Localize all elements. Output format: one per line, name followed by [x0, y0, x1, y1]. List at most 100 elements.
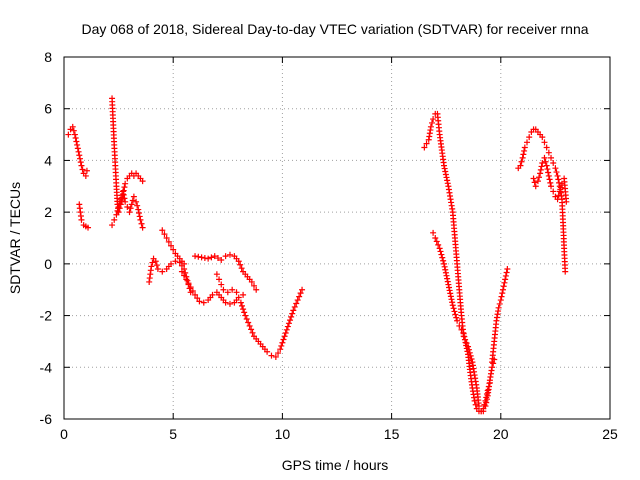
data-point [555, 192, 562, 199]
data-point [503, 269, 510, 276]
data-point [114, 207, 121, 214]
data-point [168, 260, 175, 267]
data-point [421, 144, 428, 151]
data-point [216, 276, 223, 283]
data-point [281, 333, 288, 340]
data-point [502, 272, 509, 279]
grid [64, 57, 610, 419]
data-point [443, 272, 450, 279]
data-point [291, 303, 298, 310]
data-point [471, 397, 478, 404]
data-point [553, 169, 560, 176]
data-point [65, 131, 72, 138]
data-point [201, 255, 208, 262]
data-point [139, 224, 146, 231]
x-tick-label: 0 [60, 426, 68, 442]
data-point [490, 360, 497, 367]
data-point [238, 265, 245, 272]
data-point [442, 168, 449, 175]
data-point [278, 342, 285, 349]
y-tick-label: -2 [40, 308, 53, 324]
axis-ticks: 0 5 10 15 20 25 -6 -4 -2 0 2 4 6 8 [40, 49, 618, 442]
data-point [484, 387, 491, 394]
data-point [548, 183, 555, 190]
data-point [444, 278, 451, 285]
data-point [133, 198, 140, 205]
data-point [253, 286, 260, 293]
data-point [446, 284, 453, 291]
data-point [159, 268, 166, 275]
data-point [447, 293, 454, 300]
data-point [77, 159, 84, 166]
data-point [446, 287, 453, 294]
data-point [283, 326, 290, 333]
data-point [195, 253, 202, 260]
data-point [500, 283, 507, 290]
data-point [165, 238, 172, 245]
x-tick-label: 5 [169, 426, 177, 442]
data-point [282, 330, 289, 337]
data-point [531, 179, 538, 186]
data-point [208, 254, 215, 261]
data-point [222, 253, 229, 260]
data-point [504, 266, 511, 273]
data-point [454, 317, 461, 324]
x-axis-label: GPS time / hours [282, 457, 389, 473]
data-point [532, 183, 539, 190]
data-point [134, 202, 141, 209]
data-point [442, 269, 449, 276]
x-tick-label: 10 [275, 426, 291, 442]
data-point [480, 405, 487, 412]
data-point [77, 155, 84, 162]
chart-title: Day 068 of 2018, Sidereal Day-to-day VTE… [81, 21, 588, 37]
data-point [149, 259, 156, 266]
data-point [502, 276, 509, 283]
y-tick-label: 6 [44, 101, 52, 117]
data-point [438, 251, 445, 258]
data-point [226, 300, 233, 307]
data-point [562, 268, 569, 275]
data-point [456, 322, 463, 329]
data-point [126, 209, 133, 216]
data-point [541, 154, 548, 161]
data-point [449, 299, 456, 306]
data-point [198, 254, 205, 261]
data-point [537, 166, 544, 173]
data-point [181, 260, 188, 267]
data-point [485, 383, 492, 390]
data-point [82, 172, 89, 179]
data-point [296, 293, 303, 300]
data-point [496, 300, 503, 307]
data-point [192, 253, 199, 260]
data-point [268, 352, 275, 359]
data-point [181, 272, 188, 279]
data-point [85, 224, 92, 231]
data-point [129, 197, 136, 204]
data-point [297, 290, 304, 297]
data-point [209, 291, 216, 298]
data-point [552, 165, 559, 172]
data-point [220, 286, 227, 293]
data-point [429, 119, 436, 126]
data-point [444, 177, 451, 184]
data-point [109, 222, 116, 229]
data-point [240, 306, 247, 313]
data-point [78, 162, 85, 169]
data-point [521, 144, 528, 151]
data-point [521, 147, 528, 154]
data-point [226, 251, 233, 258]
data-point [443, 174, 450, 181]
data-point [287, 317, 294, 324]
data-point [463, 342, 470, 349]
data-point [72, 135, 79, 142]
data-point [74, 141, 81, 148]
data-point [437, 248, 444, 255]
data-point [139, 178, 146, 185]
data-point [423, 140, 430, 147]
y-tick-label: 8 [44, 49, 52, 65]
data-point [275, 350, 282, 357]
data-point [501, 279, 508, 286]
data-point [556, 179, 563, 186]
data-point [240, 291, 247, 298]
y-axis-label: SDTVAR / TECUs [7, 182, 23, 294]
